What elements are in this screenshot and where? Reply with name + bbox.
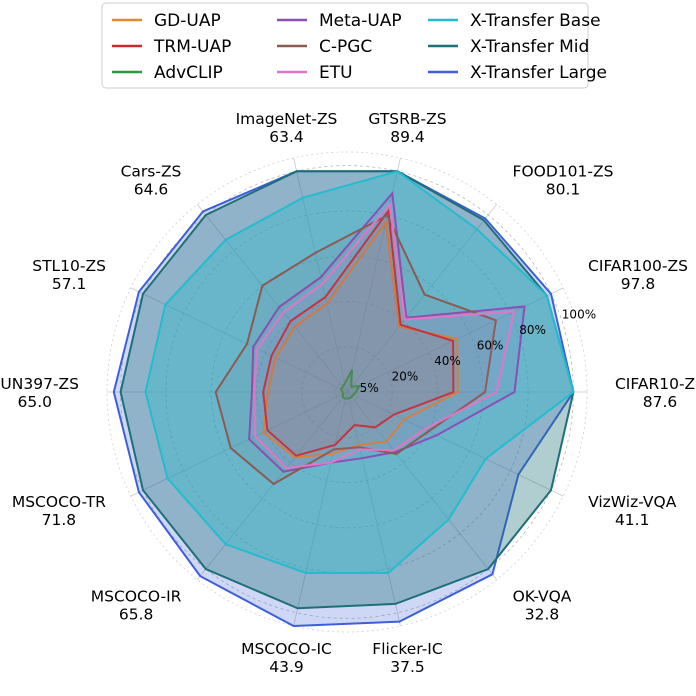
axis-value: 32.8 (525, 606, 560, 624)
spoke-line (130, 287, 348, 393)
axis-name: ImageNet-ZS (236, 110, 338, 128)
axis-name: STL10-ZS (32, 257, 106, 275)
spoke-line (346, 157, 401, 393)
legend-item-gd-uap: GD-UAP (112, 11, 221, 31)
axis-value: 71.8 (42, 511, 77, 529)
legend-item-etu: ETU (277, 63, 353, 83)
radial-tick-label: 40% (434, 354, 461, 368)
legend-label: TRM-UAP (153, 37, 231, 57)
axis-name: MSCOCO-IC (241, 640, 332, 658)
axis-label-layer: CIFAR10-ZS87.6CIFAR100-ZS97.8FOOD101-ZS8… (0, 110, 696, 676)
radial-tick-label: 5% (360, 381, 379, 395)
axis-value: 41.1 (615, 511, 650, 529)
series-fill-layer (112, 170, 575, 628)
legend-label: GD-UAP (154, 11, 221, 31)
axis-label-cifar10-zs: CIFAR10-ZS87.6 (615, 375, 696, 411)
axis-value: 64.6 (134, 180, 169, 198)
spoke-line (346, 204, 497, 393)
legend-label: C-PGC (319, 37, 372, 57)
legend-label: X-Transfer Mid (470, 37, 589, 57)
radial-tick-label: 80% (519, 323, 546, 337)
spoke-line (346, 391, 564, 497)
legend-item-meta-uap: Meta-UAP (277, 11, 402, 31)
legend-label: X-Transfer Large (470, 63, 607, 83)
series-line-c-pgc (214, 214, 498, 486)
legend-item-trm-uap: TRM-UAP (112, 37, 231, 57)
series-line-trm-uap (262, 208, 455, 457)
axis-value: 89.4 (390, 128, 425, 146)
axis-value: 37.5 (390, 658, 425, 676)
legend-item-x-transfer-large: X-Transfer Large (428, 63, 607, 83)
axis-value: 63.4 (269, 128, 304, 146)
axis-name: FOOD101-ZS (513, 162, 614, 180)
axis-value: 65.0 (18, 393, 53, 411)
axis-value: 97.8 (621, 275, 656, 293)
axis-value: 43.9 (269, 658, 304, 676)
legend-label: ETU (319, 63, 353, 83)
spoke-line (346, 391, 497, 580)
legend-label: Meta-UAP (319, 11, 402, 31)
radial-tick-label: 60% (477, 339, 504, 353)
axis-name: CIFAR10-ZS (615, 375, 696, 393)
axis-value: 65.8 (119, 606, 154, 624)
legend-label: AdvCLIP (154, 63, 223, 83)
spoke-line (197, 391, 348, 580)
axis-name: OK-VQA (513, 588, 572, 606)
axis-name: CIFAR100-ZS (588, 257, 688, 275)
radial-tick-label: 100% (562, 308, 596, 322)
series-line-gd-uap (262, 219, 459, 459)
axis-name: SUN397-ZS (0, 375, 79, 393)
axis-value: 80.1 (546, 180, 581, 198)
legend-item-x-transfer-mid: X-Transfer Mid (428, 37, 589, 57)
legend-item-x-transfer-base: X-Transfer Base (428, 11, 601, 31)
radial-tick-layer: 5% 20% 40% 60% 80% 100% (360, 308, 597, 396)
series-line-meta-uap (248, 190, 526, 473)
axis-name: Flicker-IC (372, 640, 442, 658)
axis-name: Cars-ZS (121, 162, 182, 180)
axis-name: VizWiz-VQA (588, 493, 677, 511)
legend-item-c-pgc: C-PGC (277, 37, 372, 57)
legend-label: X-Transfer Base (470, 11, 601, 31)
axis-name: MSCOCO-IR (91, 588, 182, 606)
legend-box (101, 2, 589, 89)
axis-name: MSCOCO-TR (12, 493, 106, 511)
series-area-x-transfer-base (144, 170, 575, 574)
radial-tick-label: 20% (392, 370, 419, 384)
spoke-line (346, 287, 564, 393)
legend: GD-UAP TRM-UAP AdvCLIP Meta-UAP C-PGC ETU X-Tr… (101, 2, 607, 89)
spoke-line (293, 391, 348, 627)
axis-value: 57.1 (52, 275, 87, 293)
spoke-line (346, 391, 401, 627)
series-line-advclip (339, 369, 361, 400)
axis-value: 87.6 (643, 393, 678, 411)
legend-item-advclip: AdvCLIP (112, 63, 223, 83)
series-line-etu (253, 202, 516, 470)
spoke-line (197, 204, 348, 393)
series-line-layer (214, 190, 526, 486)
axis-name: GTSRB-ZS (368, 110, 446, 128)
